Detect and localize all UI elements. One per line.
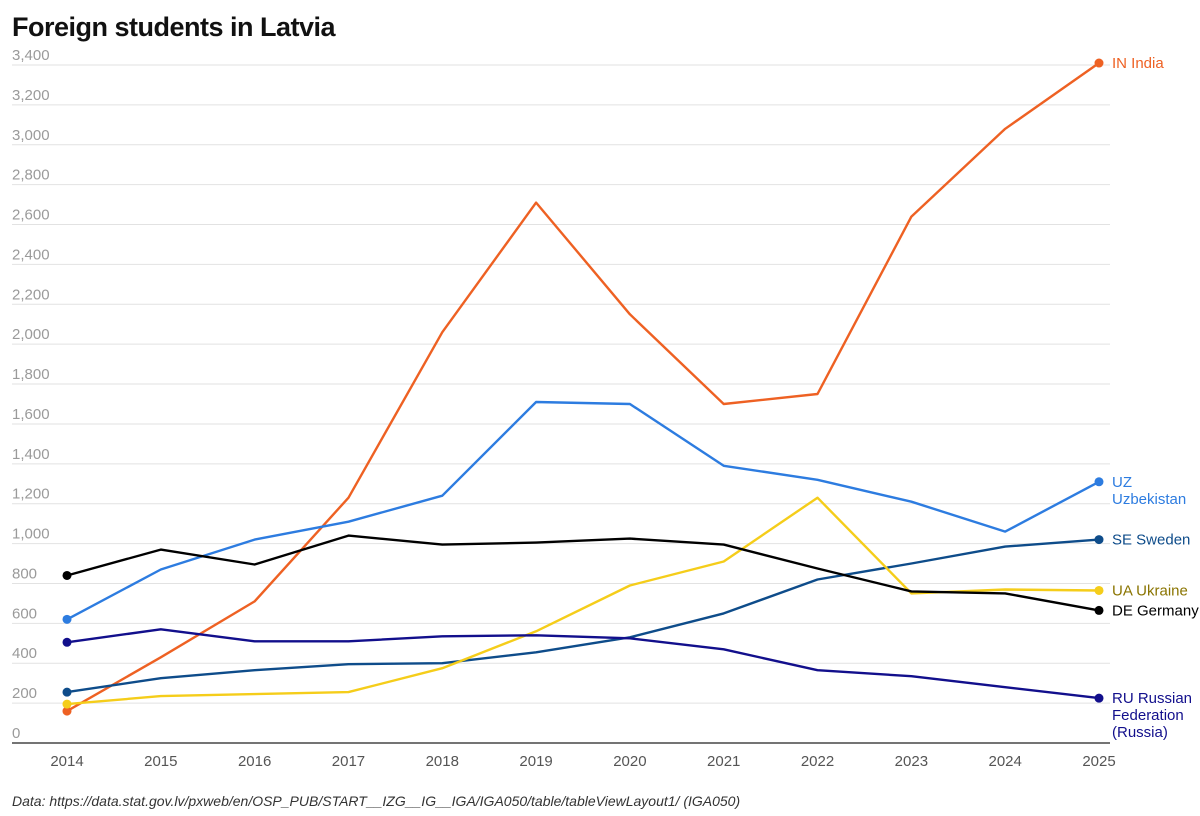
y-tick-label: 3,400 <box>12 47 50 64</box>
gridlines <box>12 64 1110 704</box>
series-line <box>65 538 1101 694</box>
source-note: Data: https://data.stat.gov.lv/pxweb/en/… <box>12 793 741 809</box>
x-tick-label: 2024 <box>988 753 1021 770</box>
y-tick-label: 3,000 <box>12 127 50 144</box>
x-tick-label: 2022 <box>801 753 834 770</box>
series-end-label: RU Russian Federation (Russia) <box>1112 690 1192 741</box>
series-end-point <box>1094 58 1104 68</box>
y-tick-label: 2,400 <box>12 246 50 263</box>
y-tick-label: 2,000 <box>12 326 50 343</box>
x-tick-label: 2018 <box>426 753 459 770</box>
series-end-point <box>1094 605 1104 615</box>
series-end-point <box>1094 535 1104 545</box>
line-chart: 0 200 400 600 800 1,000 1,200 1,400 1,600 1,800 2,… <box>12 47 1199 770</box>
y-tick-label: 2,200 <box>12 286 50 303</box>
y-tick-label: 800 <box>12 565 37 582</box>
series-end-point <box>1094 693 1104 703</box>
y-tick-label: 1,600 <box>12 406 50 423</box>
x-tick-label: 2021 <box>707 753 740 770</box>
series-start-point <box>62 570 72 580</box>
series-end-label: UZ Uzbekistan <box>1112 474 1186 508</box>
y-tick-label: 2,600 <box>12 207 50 224</box>
y-tick-label: 200 <box>12 685 37 702</box>
x-tick-label: 2016 <box>238 753 271 770</box>
series-start-point <box>62 687 72 697</box>
series-start-point <box>62 706 72 716</box>
x-tick-label: 2020 <box>613 753 646 770</box>
series-line <box>65 628 1101 700</box>
y-tick-label: 2,800 <box>12 167 50 184</box>
chart-title: Foreign students in Latvia <box>12 12 336 42</box>
series-lines <box>62 58 1104 716</box>
x-tick-label: 2025 <box>1082 753 1115 770</box>
y-tick-label: 600 <box>12 605 37 622</box>
axes: 0 200 400 600 800 1,000 1,200 1,400 1,600 1,800 2,… <box>12 47 1116 770</box>
y-tick-label: 3,200 <box>12 87 50 104</box>
series-line <box>65 534 1101 612</box>
series-line <box>65 400 1101 621</box>
x-tick-label: 2019 <box>519 753 552 770</box>
y-tick-label: 1,200 <box>12 486 50 503</box>
series-end-point <box>1094 477 1104 487</box>
series-end-label: UA Ukraine <box>1112 582 1188 599</box>
y-tick-label: 1,000 <box>12 526 50 543</box>
series-start-point <box>62 637 72 647</box>
x-tick-label: 2017 <box>332 753 365 770</box>
y-tick-label: 1,400 <box>12 446 50 463</box>
x-tick-label: 2023 <box>895 753 928 770</box>
series-end-labels: IN India UZ Uzbekistan SE Sweden UA Ukraine D… <box>1112 55 1199 741</box>
y-tick-label: 1,800 <box>12 366 50 383</box>
series-start-point <box>62 614 72 624</box>
series-line <box>65 61 1101 713</box>
series-end-label: SE Sweden <box>1112 532 1190 549</box>
y-tick-label: 400 <box>12 645 37 662</box>
series-start-point <box>62 699 72 709</box>
series-end-label: DE Germany <box>1112 602 1199 619</box>
series-end-point <box>1094 585 1104 595</box>
x-tick-label: 2015 <box>144 753 177 770</box>
y-tick-label: 0 <box>12 725 20 742</box>
x-tick-label: 2014 <box>50 753 83 770</box>
series-end-label: IN India <box>1112 55 1164 72</box>
